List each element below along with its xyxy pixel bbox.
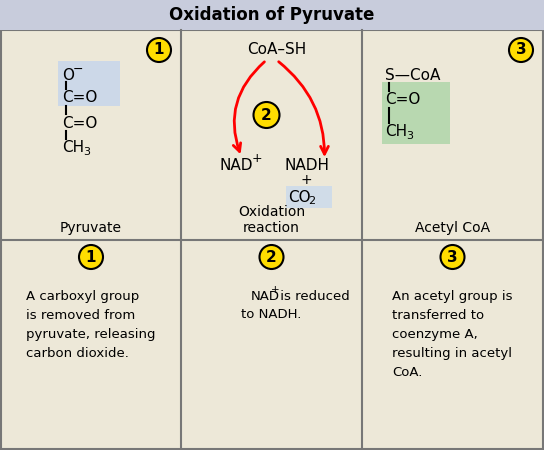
Text: 1: 1 [86, 249, 96, 265]
Text: 3: 3 [516, 42, 526, 58]
Bar [0, 0, 544, 30]
FancyBboxPatch shape [286, 186, 331, 208]
Text: is reduced: is reduced [276, 290, 350, 303]
Text: S—CoA: S—CoA [385, 68, 441, 82]
Text: 3: 3 [83, 147, 90, 157]
FancyArrowPatch shape [279, 62, 329, 154]
Text: 2: 2 [266, 249, 277, 265]
Text: 2: 2 [261, 108, 272, 122]
Text: CH: CH [62, 140, 84, 156]
Text: Oxidation of Pyruvate: Oxidation of Pyruvate [169, 6, 375, 24]
Text: O: O [62, 68, 74, 82]
Text: Pyruvate: Pyruvate [60, 221, 122, 235]
Text: CoA–SH: CoA–SH [247, 42, 306, 58]
Circle shape [441, 245, 465, 269]
Circle shape [147, 38, 171, 62]
Circle shape [79, 245, 103, 269]
Text: 1: 1 [154, 42, 164, 58]
FancyArrowPatch shape [233, 62, 264, 152]
Text: NAD: NAD [250, 290, 280, 303]
Text: +: + [251, 153, 262, 166]
Text: CH: CH [385, 125, 407, 140]
Text: to NADH.: to NADH. [242, 308, 302, 321]
Text: C=O: C=O [385, 93, 421, 108]
Text: C=O: C=O [62, 90, 97, 105]
Text: 2: 2 [308, 196, 316, 206]
Text: Oxidation
reaction: Oxidation reaction [238, 205, 305, 235]
Circle shape [509, 38, 533, 62]
Text: A carboxyl group
is removed from
pyruvate, releasing
carbon dioxide.: A carboxyl group is removed from pyruvat… [26, 290, 156, 360]
Circle shape [254, 102, 280, 128]
Text: CO: CO [288, 189, 311, 204]
Text: +: + [270, 285, 279, 295]
Text: NAD: NAD [220, 158, 254, 172]
FancyBboxPatch shape [58, 61, 120, 106]
Circle shape [259, 245, 283, 269]
FancyBboxPatch shape [382, 82, 450, 144]
Text: +: + [301, 173, 312, 187]
Text: An acetyl group is
transferred to
coenzyme A,
resulting in acetyl
CoA.: An acetyl group is transferred to coenzy… [392, 290, 513, 379]
Text: −: − [73, 63, 83, 76]
Text: NADH: NADH [284, 158, 329, 172]
Text: Acetyl CoA: Acetyl CoA [415, 221, 490, 235]
Text: C=O: C=O [62, 116, 97, 130]
Text: 3: 3 [447, 249, 458, 265]
Text: 3: 3 [406, 131, 413, 141]
